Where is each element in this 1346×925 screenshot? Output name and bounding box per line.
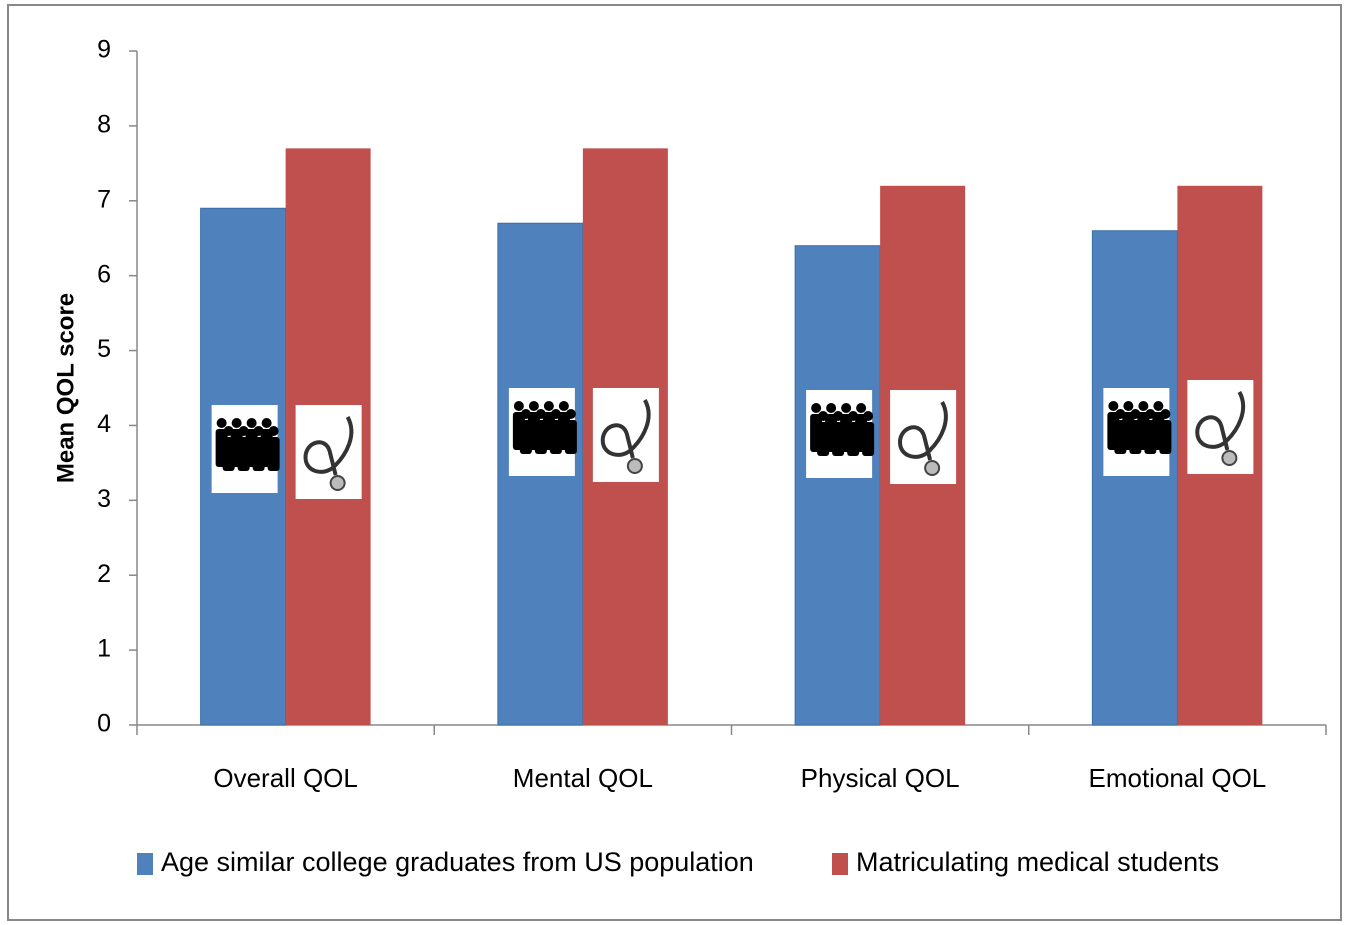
icon-body [267,437,280,471]
icon-head [1123,401,1134,411]
icon-body [237,437,250,471]
icon-body [832,422,845,456]
icon-chest [924,460,941,476]
x-tick-label: Mental QOL [513,763,653,793]
y-tick-label: 4 [97,410,111,438]
y-tick-label: 5 [97,335,111,363]
icon-body [549,420,562,454]
x-tick-label: Overall QOL [213,763,358,793]
icon-head [826,403,837,413]
icon-head [863,411,874,421]
y-tick-label: 2 [97,560,111,588]
icon-head [1145,409,1156,419]
y-tick-label: 9 [97,36,111,64]
icon-head [231,418,242,428]
people-icon [1103,388,1172,476]
x-tick-label: Emotional QOL [1089,763,1267,793]
icon-head [520,409,531,419]
x-tick-label: Physical QOL [801,763,960,793]
stethoscope-icon [592,388,659,482]
icon-chest [1221,450,1238,466]
icon-head [223,426,234,436]
legend-swatch [832,853,848,875]
icon-head [261,418,272,428]
icon-head [558,401,569,411]
icon-head [216,418,227,428]
icon-body [862,422,875,456]
legend-label: Age similar college graduates from US po… [161,847,754,877]
y-axis-title: Mean QOL score [52,293,79,483]
icon-head [841,403,852,413]
icon-tube [1195,391,1246,451]
bar [1091,230,1178,726]
icon-head [811,403,822,413]
icon-head [543,401,554,411]
bar [794,245,881,726]
icon-head [848,411,859,421]
people-icon [806,390,875,478]
y-tick-label: 6 [97,260,111,288]
icon-body [222,437,235,471]
y-tick-label: 0 [97,710,111,738]
icon-chest [329,475,346,491]
icon-head [1160,409,1171,419]
icon-head [246,418,257,428]
y-tick-label: 7 [97,185,111,213]
icon-head [238,426,249,436]
icon-head [833,411,844,421]
people-icon [211,405,280,493]
icon-body [847,422,860,456]
y-tick-label: 3 [97,485,111,513]
icon-tube [303,416,354,476]
icon-body [817,422,830,456]
icon-head [528,401,539,411]
icon-tube [600,399,651,459]
icon-head [1130,409,1141,419]
icon-body [1144,420,1157,454]
icon-head [253,426,264,436]
icon-head [535,409,546,419]
icon-body [519,420,532,454]
legend-swatch [137,853,153,875]
icon-body [1129,420,1142,454]
icon-head [1108,401,1119,411]
legend-label: Matriculating medical students [856,847,1219,877]
people-icon [508,388,577,476]
y-tick-label: 8 [97,110,111,138]
icon-chest [626,458,643,474]
icon-head [513,401,524,411]
stethoscope-icon [1187,380,1254,474]
icon-body [252,437,265,471]
icon-body [1159,420,1172,454]
icon-head [268,426,279,436]
icon-head [1115,409,1126,419]
icon-head [1138,401,1149,411]
icon-body [534,420,547,454]
icon-head [1153,401,1164,411]
y-tick-label: 1 [97,635,111,663]
stethoscope-icon [295,405,362,499]
icon-head [550,409,561,419]
icon-tube [898,401,948,461]
stethoscope-icon [890,390,957,484]
icon-body [564,420,577,454]
icon-head [818,411,829,421]
icon-head [856,403,867,413]
icon-head [565,409,576,419]
icon-body [1114,420,1127,454]
